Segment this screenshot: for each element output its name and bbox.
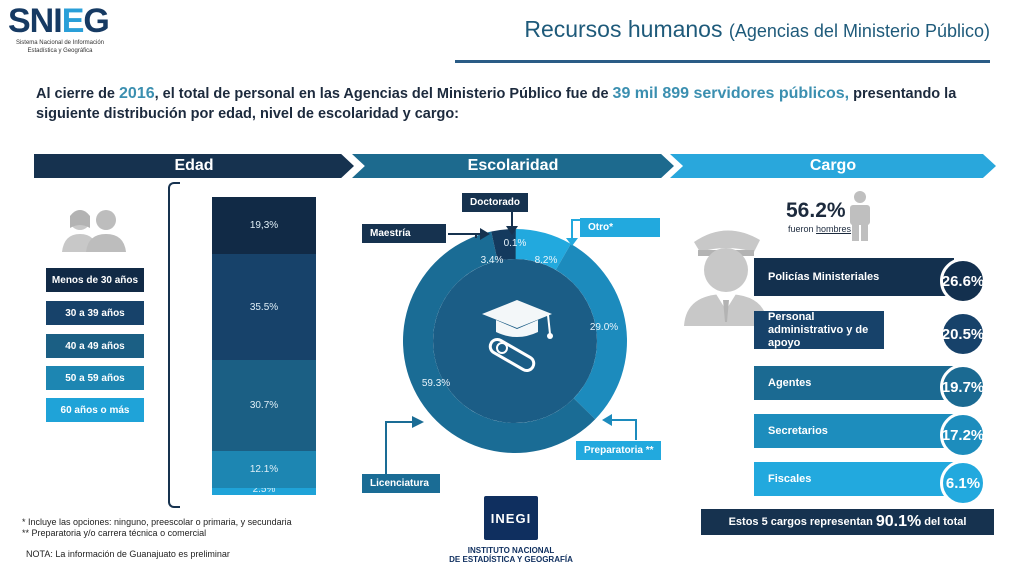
label-maestria: Maestría [362,224,446,243]
donut-value-label: 0.1% [504,238,527,249]
cargo-bar: Fiscales [754,462,954,496]
footnote-note: NOTA: La información de Guanajuato es pr… [26,549,230,559]
age-bar-segment: 2.5% [212,484,316,495]
cargo-percent: 17.2% [940,412,986,458]
escolaridad-donut: 0.1% 8.2% 29.0% 59.3% 3.4% [403,229,627,454]
man-icon [850,191,870,241]
men-caption-emphasis: hombres [816,224,852,234]
intro-total: 39 mil 899 servidores públicos, [612,85,850,102]
label-licenciatura: Licenciatura [362,474,440,493]
age-bar-segment: 30.7% [212,360,316,452]
footnote-2: ** Preparatoria y/o carrera técnica o co… [22,528,207,538]
men-percent: 56.2% [786,199,846,222]
snieg-logo-subtitle: Sistema Nacional de Información Estadíst… [15,40,105,54]
men-caption-text: fueron [788,224,817,234]
officer-icon [684,230,768,326]
cargo-percent: 26.6% [940,258,986,304]
intro-text-2: , el total de personal en las Agencias d… [154,86,613,102]
cargo-bar: Policías Ministeriales [754,258,954,296]
title-main: Recursos humanos [524,16,723,42]
donut-value-label: 8.2% [535,255,558,266]
title-sub: (Agencias del Ministerio Público) [728,21,990,41]
donut-center [433,259,597,423]
donut-slice [555,243,627,420]
age-bracket [168,182,180,508]
intro-text-3: presentando la siguiente distribución po… [36,86,957,122]
donut-value-label: 59.3% [422,378,450,389]
section-banner-edad: Edad [34,154,354,178]
section-banner-escolaridad: Escolaridad [352,154,674,178]
donut-slice [515,229,571,270]
age-legend-item: 60 años o más [46,398,144,422]
people-icon [62,210,126,252]
cargo-bar: Personal administrativo y de apoyo [754,311,884,349]
footnote-1: * Incluye las opciones: ninguno, preesco… [22,517,292,527]
age-legend-item: 50 a 59 años [46,366,144,390]
summary-text-1: Estos 5 cargos representan [728,516,873,528]
cargo-summary: Estos 5 cargos representan 90.1% del tot… [701,509,994,535]
age-legend-item: 40 a 49 años [46,334,144,358]
graduation-icon [482,300,553,372]
arrow-otro [566,219,580,246]
age-bar-segment: 12.1% [212,451,316,488]
inegi-name-line-2: DE ESTADÍSTICA Y GEOGRAFÍA [449,555,573,564]
age-bar-segment: 19,3% [212,196,316,255]
label-otro: Otro* [580,218,660,237]
section-banner-cargo: Cargo [670,154,996,178]
inegi-name-line-1: INSTITUTO NACIONAL [467,546,555,555]
label-preparatoria: Preparatoria ** [576,441,662,460]
age-stacked-bar: 2.5% 12.1% 30.7% 35.5% 19,3% [212,196,316,495]
inegi-name: INSTITUTO NACIONAL DE ESTADÍSTICA Y GEOG… [440,546,582,564]
arrow-preparatoria [602,414,637,440]
inegi-logo: INEGI [484,496,538,540]
label-doctorado: Doctorado [462,193,528,212]
age-legend-item: 30 a 39 años [46,301,144,325]
donut-value-label: 29.0% [590,322,618,333]
cargo-bar: Agentes [754,366,954,400]
slide-title: Recursos humanos (Agencias del Ministeri… [455,16,990,43]
snieg-logo: SNIEG [8,2,110,40]
arrow-doctorado [506,210,518,235]
donut-slice [403,231,596,454]
cargo-percent: 6.1% [940,460,986,506]
men-caption: fueron hombres [788,224,851,234]
intro-paragraph: Al cierre de 2016, el total de personal … [36,84,991,124]
intro-text-1: Al cierre de [36,86,120,102]
summary-text-2: del total [924,516,967,528]
summary-pct: 90.1% [875,513,922,530]
donut-slice [491,229,515,261]
cargo-percent: 20.5% [940,311,986,357]
age-legend-item: Menos de 30 años [46,268,144,292]
donut-value-label: 3.4% [481,255,504,266]
arrow-maestria [448,228,490,240]
age-bar-segment: 35.5% [212,254,316,360]
title-divider [455,60,990,63]
cargo-percent: 19.7% [940,364,986,410]
cargo-bar: Secretarios [754,414,954,448]
arrow-licenciatura [385,416,424,474]
intro-year: 2016 [119,85,155,102]
